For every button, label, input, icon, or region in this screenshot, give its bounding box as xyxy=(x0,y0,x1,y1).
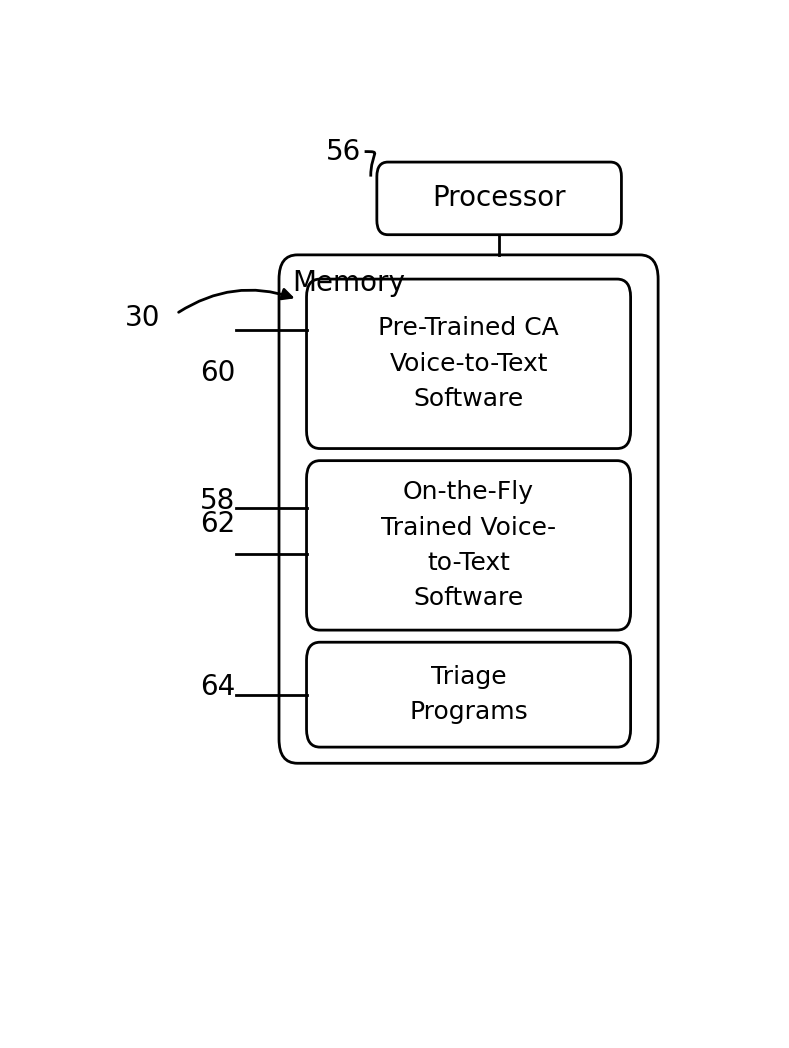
FancyBboxPatch shape xyxy=(307,461,630,630)
FancyBboxPatch shape xyxy=(377,162,622,235)
Text: 62: 62 xyxy=(200,509,235,538)
Text: 30: 30 xyxy=(125,304,160,332)
Text: Processor: Processor xyxy=(432,184,566,213)
Text: On-the-Fly
Trained Voice-
to-Text
Software: On-the-Fly Trained Voice- to-Text Softwa… xyxy=(381,480,556,611)
Text: 60: 60 xyxy=(200,359,236,388)
Text: 58: 58 xyxy=(200,487,235,515)
FancyBboxPatch shape xyxy=(307,642,630,747)
Text: 64: 64 xyxy=(200,673,235,701)
FancyBboxPatch shape xyxy=(307,279,630,449)
Text: 56: 56 xyxy=(326,137,361,166)
Text: Memory: Memory xyxy=(293,269,406,298)
Text: Pre-Trained CA
Voice-to-Text
Software: Pre-Trained CA Voice-to-Text Software xyxy=(378,316,559,411)
FancyBboxPatch shape xyxy=(279,255,658,763)
Text: Triage
Programs: Triage Programs xyxy=(409,665,528,724)
